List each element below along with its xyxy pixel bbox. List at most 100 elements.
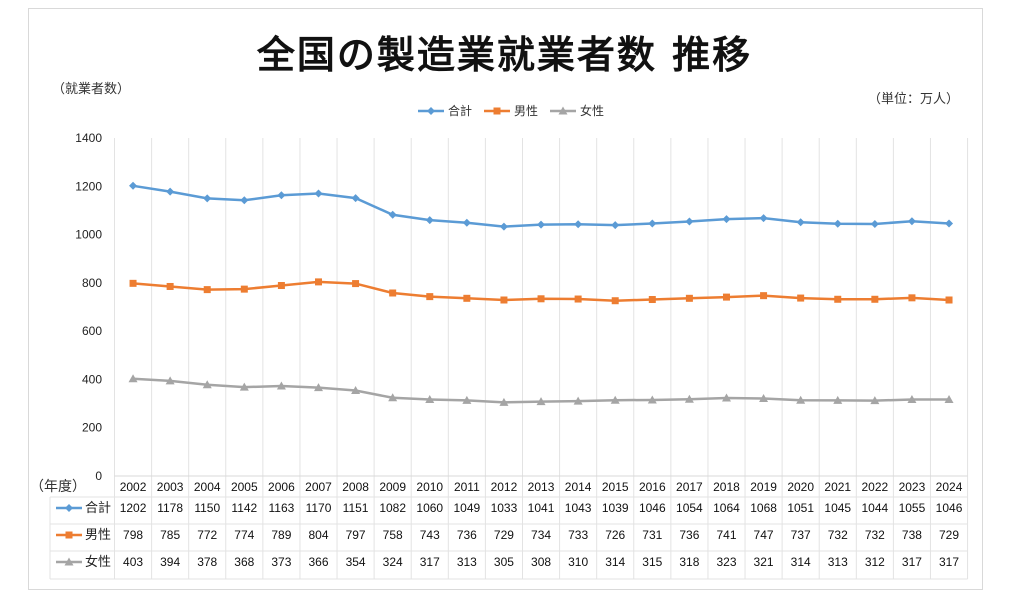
table-cell: 737	[791, 528, 811, 542]
data-point	[685, 294, 693, 302]
table-cell: 373	[271, 555, 291, 569]
table-cell: 1041	[528, 501, 555, 515]
y-tick-label: 1400	[75, 131, 102, 145]
table-cell: 1045	[824, 501, 851, 515]
x-tick-label: 2005	[231, 480, 258, 494]
chart-title: 全国の製造業就業者数 推移	[256, 33, 753, 77]
data-point	[239, 382, 249, 391]
table-cell: 1049	[454, 501, 481, 515]
table-cell: 378	[197, 555, 217, 569]
data-point	[240, 196, 249, 205]
data-point	[203, 286, 211, 294]
table-cell: 1068	[750, 501, 777, 515]
data-point	[500, 296, 508, 304]
table-cell: 758	[383, 528, 403, 542]
table-cell: 1202	[120, 501, 147, 515]
x-tick-label: 2022	[861, 480, 888, 494]
data-point	[202, 380, 212, 389]
data-point	[240, 285, 248, 293]
table-cell: 741	[716, 528, 736, 542]
y-tick-label: 1000	[75, 228, 102, 242]
x-axis-label: （年度）	[30, 479, 86, 495]
table-cell: 1054	[676, 501, 703, 515]
table-cell: 1178	[157, 501, 183, 515]
data-point	[277, 282, 285, 290]
x-tick-label: 2012	[491, 480, 518, 494]
data-point	[166, 187, 175, 196]
data-point	[314, 278, 322, 286]
table-cell: 734	[531, 528, 551, 542]
data-point	[610, 395, 620, 404]
table-cell: 738	[902, 528, 922, 542]
data-point	[759, 214, 768, 223]
data-point	[388, 210, 397, 219]
table-cell: 804	[308, 528, 328, 542]
data-point	[944, 394, 954, 403]
x-tick-label: 2013	[528, 480, 555, 494]
table-cell: 1060	[416, 501, 443, 515]
table-cell: 1046	[936, 501, 963, 515]
table-cell: 1064	[713, 501, 740, 515]
data-point	[573, 396, 583, 405]
y-tick-label: 600	[82, 324, 102, 338]
table-cell: 394	[160, 555, 180, 569]
table-cell: 1055	[899, 501, 926, 515]
unit-label: （単位：万人）	[868, 92, 960, 107]
data-point	[833, 395, 843, 404]
data-point	[462, 395, 472, 404]
table-cell: 1044	[861, 501, 888, 515]
x-tick-label: 2015	[602, 480, 629, 494]
table-cell: 731	[642, 528, 662, 542]
y-axis-label: （就業者数）	[52, 82, 131, 97]
table-cell: 321	[754, 555, 774, 569]
data-point	[463, 294, 471, 302]
y-tick-label: 0	[95, 469, 102, 483]
x-tick-label: 2017	[676, 480, 703, 494]
data-point	[907, 394, 917, 403]
x-tick-label: 2024	[936, 480, 963, 494]
table-cell: 729	[494, 528, 514, 542]
table-cell: 310	[568, 555, 588, 569]
data-point	[796, 218, 805, 227]
data-point	[203, 194, 212, 203]
data-point	[833, 219, 842, 228]
data-point	[313, 383, 323, 392]
table-cell: 726	[605, 528, 625, 542]
table-cell: 1046	[639, 501, 666, 515]
table-cell: 1163	[268, 501, 294, 515]
legend-label: 男性	[514, 104, 538, 118]
table-cell: 305	[494, 555, 514, 569]
data-point	[351, 386, 361, 395]
x-tick-label: 2023	[899, 480, 926, 494]
data-point	[611, 297, 619, 305]
data-point	[870, 396, 880, 405]
data-point	[722, 215, 731, 224]
table-cell: 1033	[491, 501, 518, 515]
x-tick-label: 2011	[454, 480, 480, 494]
table-legend-marker-triangle-icon	[64, 557, 74, 566]
data-point	[871, 295, 879, 303]
x-tick-label: 2008	[342, 480, 369, 494]
data-point	[537, 295, 545, 303]
y-tick-label: 200	[82, 421, 102, 435]
data-point	[834, 295, 842, 303]
x-tick-label: 2020	[787, 480, 814, 494]
table-cell: 729	[939, 528, 959, 542]
x-tick-label: 2006	[268, 480, 295, 494]
table-cell: 368	[234, 555, 254, 569]
table-cell: 403	[123, 555, 143, 569]
data-point	[351, 194, 360, 203]
table-cell: 1150	[194, 501, 220, 515]
series-line-合計	[132, 184, 950, 228]
table-cell: 354	[346, 555, 366, 569]
data-point	[462, 218, 471, 227]
data-point	[499, 397, 509, 406]
table-cell: 308	[531, 555, 551, 569]
data-point	[760, 292, 768, 300]
table-cell: 366	[308, 555, 328, 569]
table-row-label: 男性	[85, 527, 111, 542]
data-point	[537, 220, 546, 229]
table-cell: 743	[420, 528, 440, 542]
x-tick-label: 2018	[713, 480, 740, 494]
